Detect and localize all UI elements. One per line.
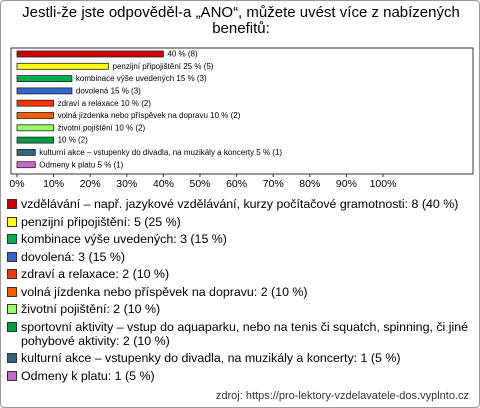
- legend-label: kombinace výše uvedených: 3 (15 %): [21, 232, 227, 246]
- x-tick-label: 10%: [43, 178, 64, 190]
- legend-item: zdraví a relaxace: 2 (10 %): [7, 267, 473, 281]
- legend-item: kulturní akce – vstupenky do divadla, na…: [7, 351, 473, 365]
- x-tick-label: 70%: [263, 178, 284, 190]
- value-label: životní pojištění 10 % (2): [58, 123, 146, 132]
- legend-swatch: [7, 234, 17, 244]
- legend-item: dovolená: 3 (15 %): [7, 250, 473, 264]
- value-label: kombinace výše uvedených 15 % (3): [76, 74, 207, 83]
- x-tick-label: 100%: [370, 178, 397, 190]
- bar: [16, 62, 109, 70]
- legend-swatch: [7, 370, 17, 381]
- bar: [16, 112, 54, 119]
- legend-item: volná jízdenka nebo příspěvek na dopravu…: [7, 285, 473, 299]
- legend-label: kulturní akce – vstupenky do divadla, na…: [21, 351, 401, 365]
- legend-item: kombinace výše uvedených: 3 (15 %): [7, 232, 473, 246]
- bar: [16, 161, 36, 169]
- plot: 0% 10% 20% 30% 40% 50% 60% 70% 80% 90% 100% 40 % (8…: [9, 47, 474, 190]
- legend-item: penzijní připojištění: 5 (25 %): [7, 215, 473, 229]
- value-label: dovolená 15 % (3): [76, 87, 141, 96]
- bar: [16, 75, 73, 82]
- value-label: 10 % (2): [58, 136, 89, 145]
- legend-label: životní pojištění: 2 (10 %): [21, 302, 161, 316]
- legend-item: vzdělávání – např. jazykové vzdělávání, …: [7, 197, 473, 211]
- bar: [16, 148, 36, 156]
- legend-item: sportovní aktivity – vstup do aquaparku,…: [7, 320, 473, 348]
- legend-label: Odmeny k platu: 1 (5 %): [21, 368, 155, 383]
- legend: vzdělávání – např. jazykové vzdělávání, …: [7, 197, 473, 386]
- x-tick-label: 20%: [80, 178, 101, 190]
- bar: [16, 87, 73, 95]
- source: zdroj: https://pro-lektory-vzdelavatele-…: [215, 390, 469, 402]
- legend-swatch: [7, 321, 17, 332]
- legend-item: životní pojištění: 2 (10 %): [7, 302, 473, 316]
- x-tick-label: 0%: [9, 178, 24, 190]
- bar: [16, 99, 54, 107]
- legend-label: penzijní připojištění: 5 (25 %): [21, 214, 181, 229]
- value-label: zdraví a relaxace 10 % (2): [58, 99, 152, 108]
- value-label: penzijní připojištění 25 % (5): [113, 62, 214, 71]
- legend-label: dovolená: 3 (15 %): [21, 249, 126, 264]
- chart-title: Jestli-že jste odpověděl-a „ANO“, můžete…: [22, 4, 460, 37]
- legend-swatch: [7, 216, 17, 227]
- legend-swatch: [7, 353, 17, 363]
- legend-label: sportovní aktivity – vstup do aquaparku,…: [21, 319, 469, 348]
- x-tick-label: 50%: [189, 178, 210, 190]
- x-tick-label: 80%: [299, 178, 320, 190]
- legend-swatch: [7, 199, 17, 209]
- legend-swatch: [7, 304, 17, 314]
- legend-item: Odmeny k platu: 1 (5 %): [7, 369, 473, 383]
- value-label: kulturní akce – vstupenky do divadla, na…: [39, 148, 282, 157]
- x-tick-label: 30%: [116, 178, 137, 190]
- legend-label: vzdělávání – např. jazykové vzdělávání, …: [21, 197, 459, 211]
- legend-swatch: [7, 269, 17, 279]
- x-tick-label: 60%: [226, 178, 247, 190]
- legend-swatch: [7, 286, 17, 297]
- bar: [16, 124, 54, 132]
- value-label: Odmeny k platu 5 % (1): [39, 160, 123, 169]
- legend-swatch: [7, 251, 17, 262]
- legend-label: volná jízdenka nebo příspěvek na dopravu…: [21, 284, 308, 299]
- x-tick-label: 90%: [336, 178, 357, 190]
- value-label: 40 % (8): [167, 50, 198, 59]
- value-label: volná jízdenka nebo příspěvek na dopravu…: [58, 111, 241, 120]
- bar: [16, 136, 54, 144]
- legend-label: zdraví a relaxace: 2 (10 %): [21, 267, 170, 281]
- x-tick-label: 40%: [153, 178, 174, 190]
- bar: [16, 50, 164, 58]
